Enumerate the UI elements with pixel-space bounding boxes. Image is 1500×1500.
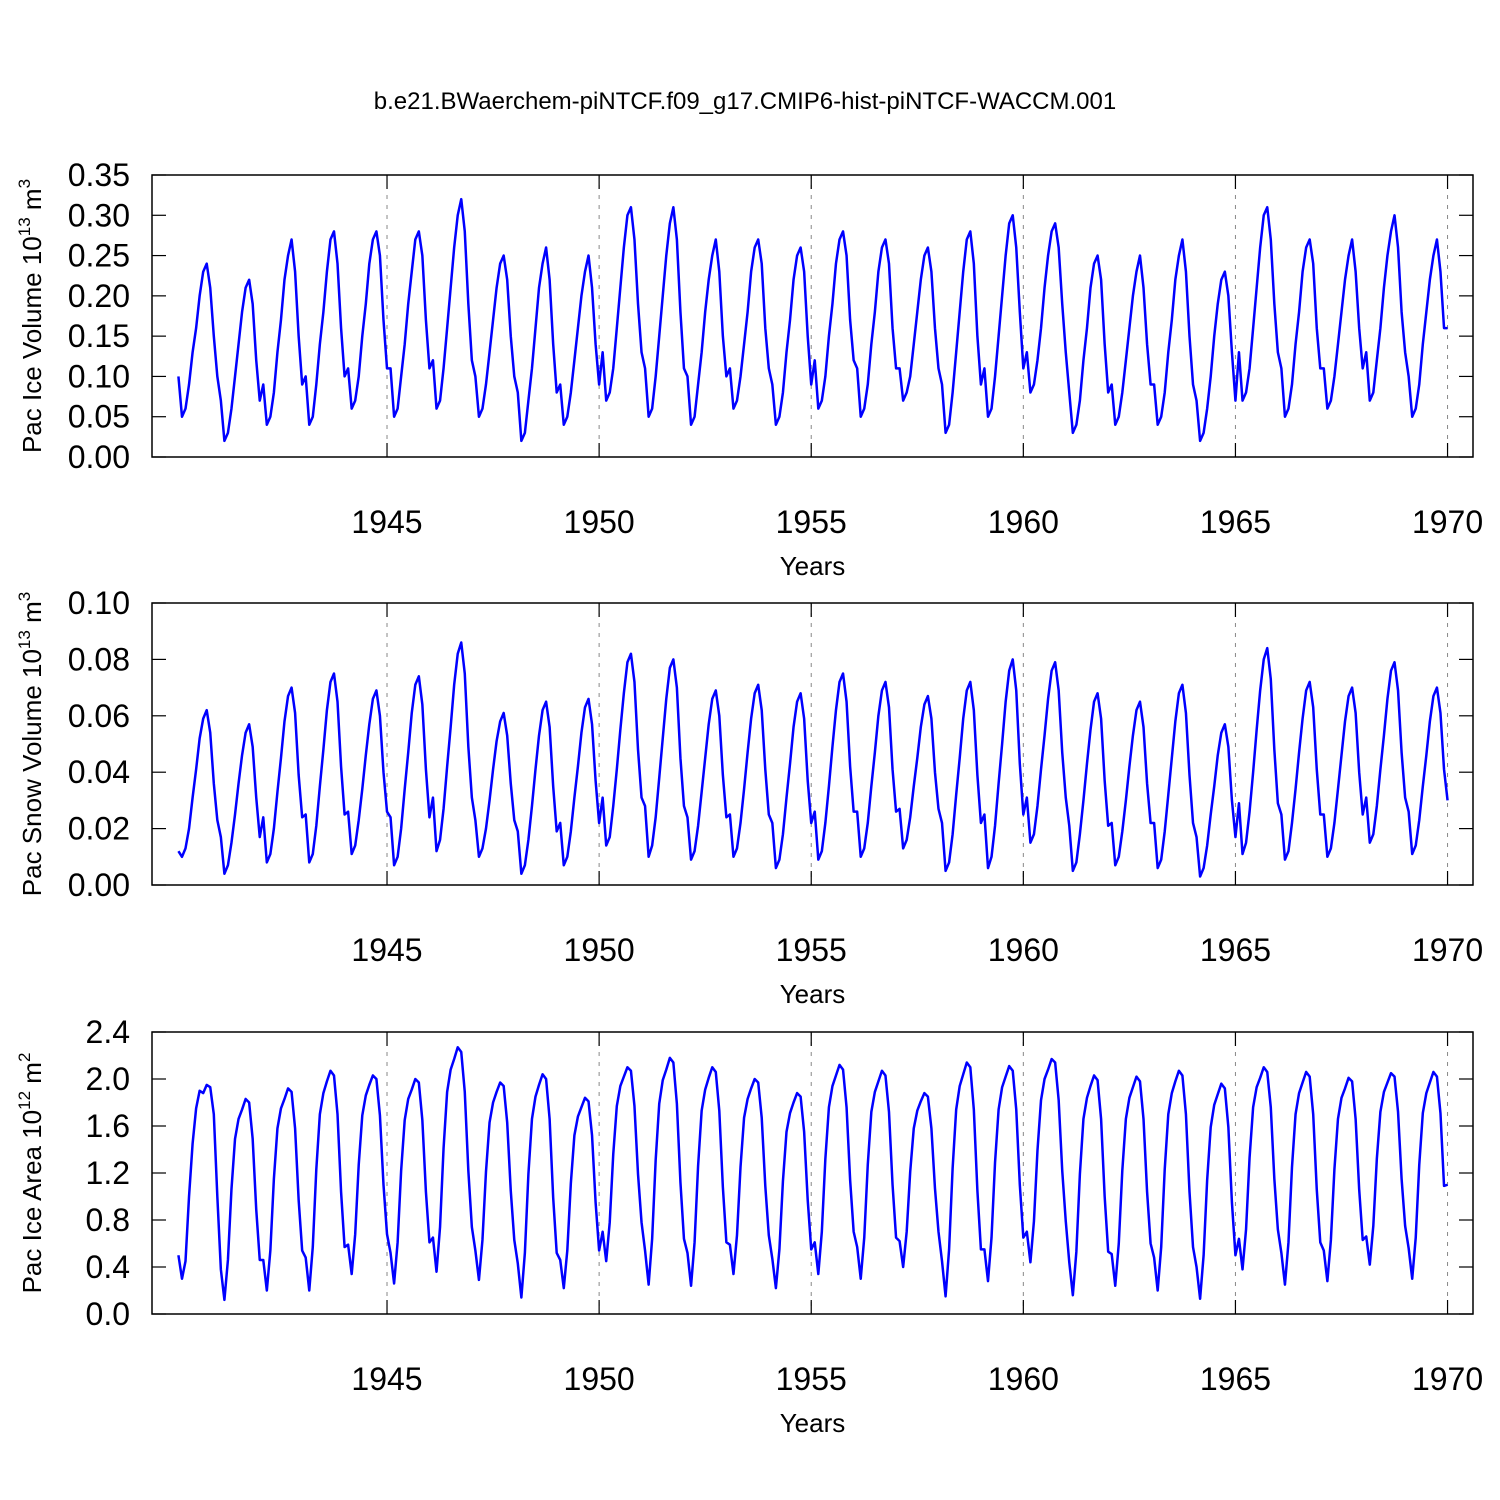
y-axis-label-part: 13 [15, 630, 34, 649]
x-tick-label: 1960 [988, 932, 1059, 968]
y-axis-label-part: Pac Ice Volume 10 [17, 236, 47, 453]
y-tick-label: 1.6 [86, 1108, 130, 1144]
y-axis-label-part: 12 [15, 1091, 34, 1110]
x-axis-label: Years [780, 979, 846, 1009]
x-axis-label: Years [780, 551, 846, 581]
x-tick-label: 1960 [988, 1361, 1059, 1397]
plot-frame [151, 602, 1474, 886]
y-tick-label: 0.35 [68, 157, 130, 193]
y-tick-label: 2.4 [86, 1014, 130, 1050]
y-tick-label: 0.00 [68, 867, 130, 903]
x-axis-label: Years [780, 1408, 846, 1438]
y-tick-label: 0.8 [86, 1202, 130, 1238]
y-axis-label: Pac Ice Area 1012 m2 [15, 1053, 47, 1294]
y-axis-label-part: 3 [15, 592, 34, 601]
y-tick-label: 0.02 [68, 811, 130, 847]
y-tick-label: 0.20 [68, 278, 130, 314]
x-tick-label: 1945 [351, 504, 422, 540]
data-line [177, 641, 1449, 878]
figure-title: b.e21.BWaerchem-piNTCF.f09_g17.CMIP6-his… [374, 88, 1116, 115]
x-tick-label: 1970 [1412, 504, 1483, 540]
y-axis-label-part: m [17, 188, 47, 217]
plot-frame [151, 174, 1474, 458]
y-tick-label: 2.0 [86, 1061, 130, 1097]
x-tick-label: 1970 [1412, 1361, 1483, 1397]
y-tick-label: 0.08 [68, 641, 130, 677]
panel: 1945 1950 1955 1960 1965 1970 0.00 0.02 0.04 0.06… [15, 585, 1483, 1009]
plot-frame [151, 1031, 1474, 1315]
x-tick-label: 1955 [776, 932, 847, 968]
y-axis-label-part: m [17, 1062, 47, 1091]
y-tick-label: 0.25 [68, 238, 130, 274]
x-tick-label: 1945 [351, 1361, 422, 1397]
y-tick-label: 0.4 [86, 1249, 130, 1285]
y-axis-label: Pac Ice Volume 1013 m3 [15, 179, 47, 453]
data-line [177, 197, 1448, 443]
panel: 1945 1950 1955 1960 1965 1970 0.0 0.4 0.8 1.2 1.6 2… [15, 1014, 1483, 1438]
y-axis-label-part: m [17, 601, 47, 630]
x-tick-label: 1965 [1200, 1361, 1271, 1397]
y-tick-label: 0.10 [68, 585, 130, 621]
y-tick-label: 0.05 [68, 399, 130, 435]
y-tick-label: 0.30 [68, 197, 130, 233]
x-tick-label: 1945 [351, 932, 422, 968]
y-axis-label-part: 3 [15, 179, 34, 188]
x-tick-label: 1960 [988, 504, 1059, 540]
y-axis-label-part: Pac Snow Volume 10 [17, 649, 47, 896]
y-tick-label: 0.04 [68, 754, 130, 790]
x-tick-label: 1965 [1200, 932, 1271, 968]
x-tick-label: 1950 [564, 1361, 635, 1397]
y-axis-label-part: 13 [15, 217, 34, 236]
y-tick-label: 0.15 [68, 318, 130, 354]
x-tick-label: 1955 [776, 1361, 847, 1397]
data-line [177, 1046, 1448, 1302]
y-tick-label: 0.10 [68, 358, 130, 394]
x-tick-label: 1965 [1200, 504, 1271, 540]
y-tick-label: 0.0 [86, 1296, 130, 1332]
y-axis-label: Pac Snow Volume 1013 m3 [15, 592, 47, 896]
x-tick-label: 1950 [564, 504, 635, 540]
x-tick-label: 1955 [776, 504, 847, 540]
y-tick-label: 1.2 [86, 1155, 130, 1191]
y-axis-label-part: 2 [15, 1053, 34, 1062]
x-tick-label: 1950 [564, 932, 635, 968]
y-axis-label-part: Pac Ice Area 10 [17, 1110, 47, 1294]
y-tick-label: 0.00 [68, 439, 130, 475]
y-tick-label: 0.06 [68, 698, 130, 734]
panel: 1945 1950 1955 1960 1965 1970 0.00 0.05 0.10 0.15… [15, 157, 1483, 581]
x-tick-label: 1970 [1412, 932, 1483, 968]
